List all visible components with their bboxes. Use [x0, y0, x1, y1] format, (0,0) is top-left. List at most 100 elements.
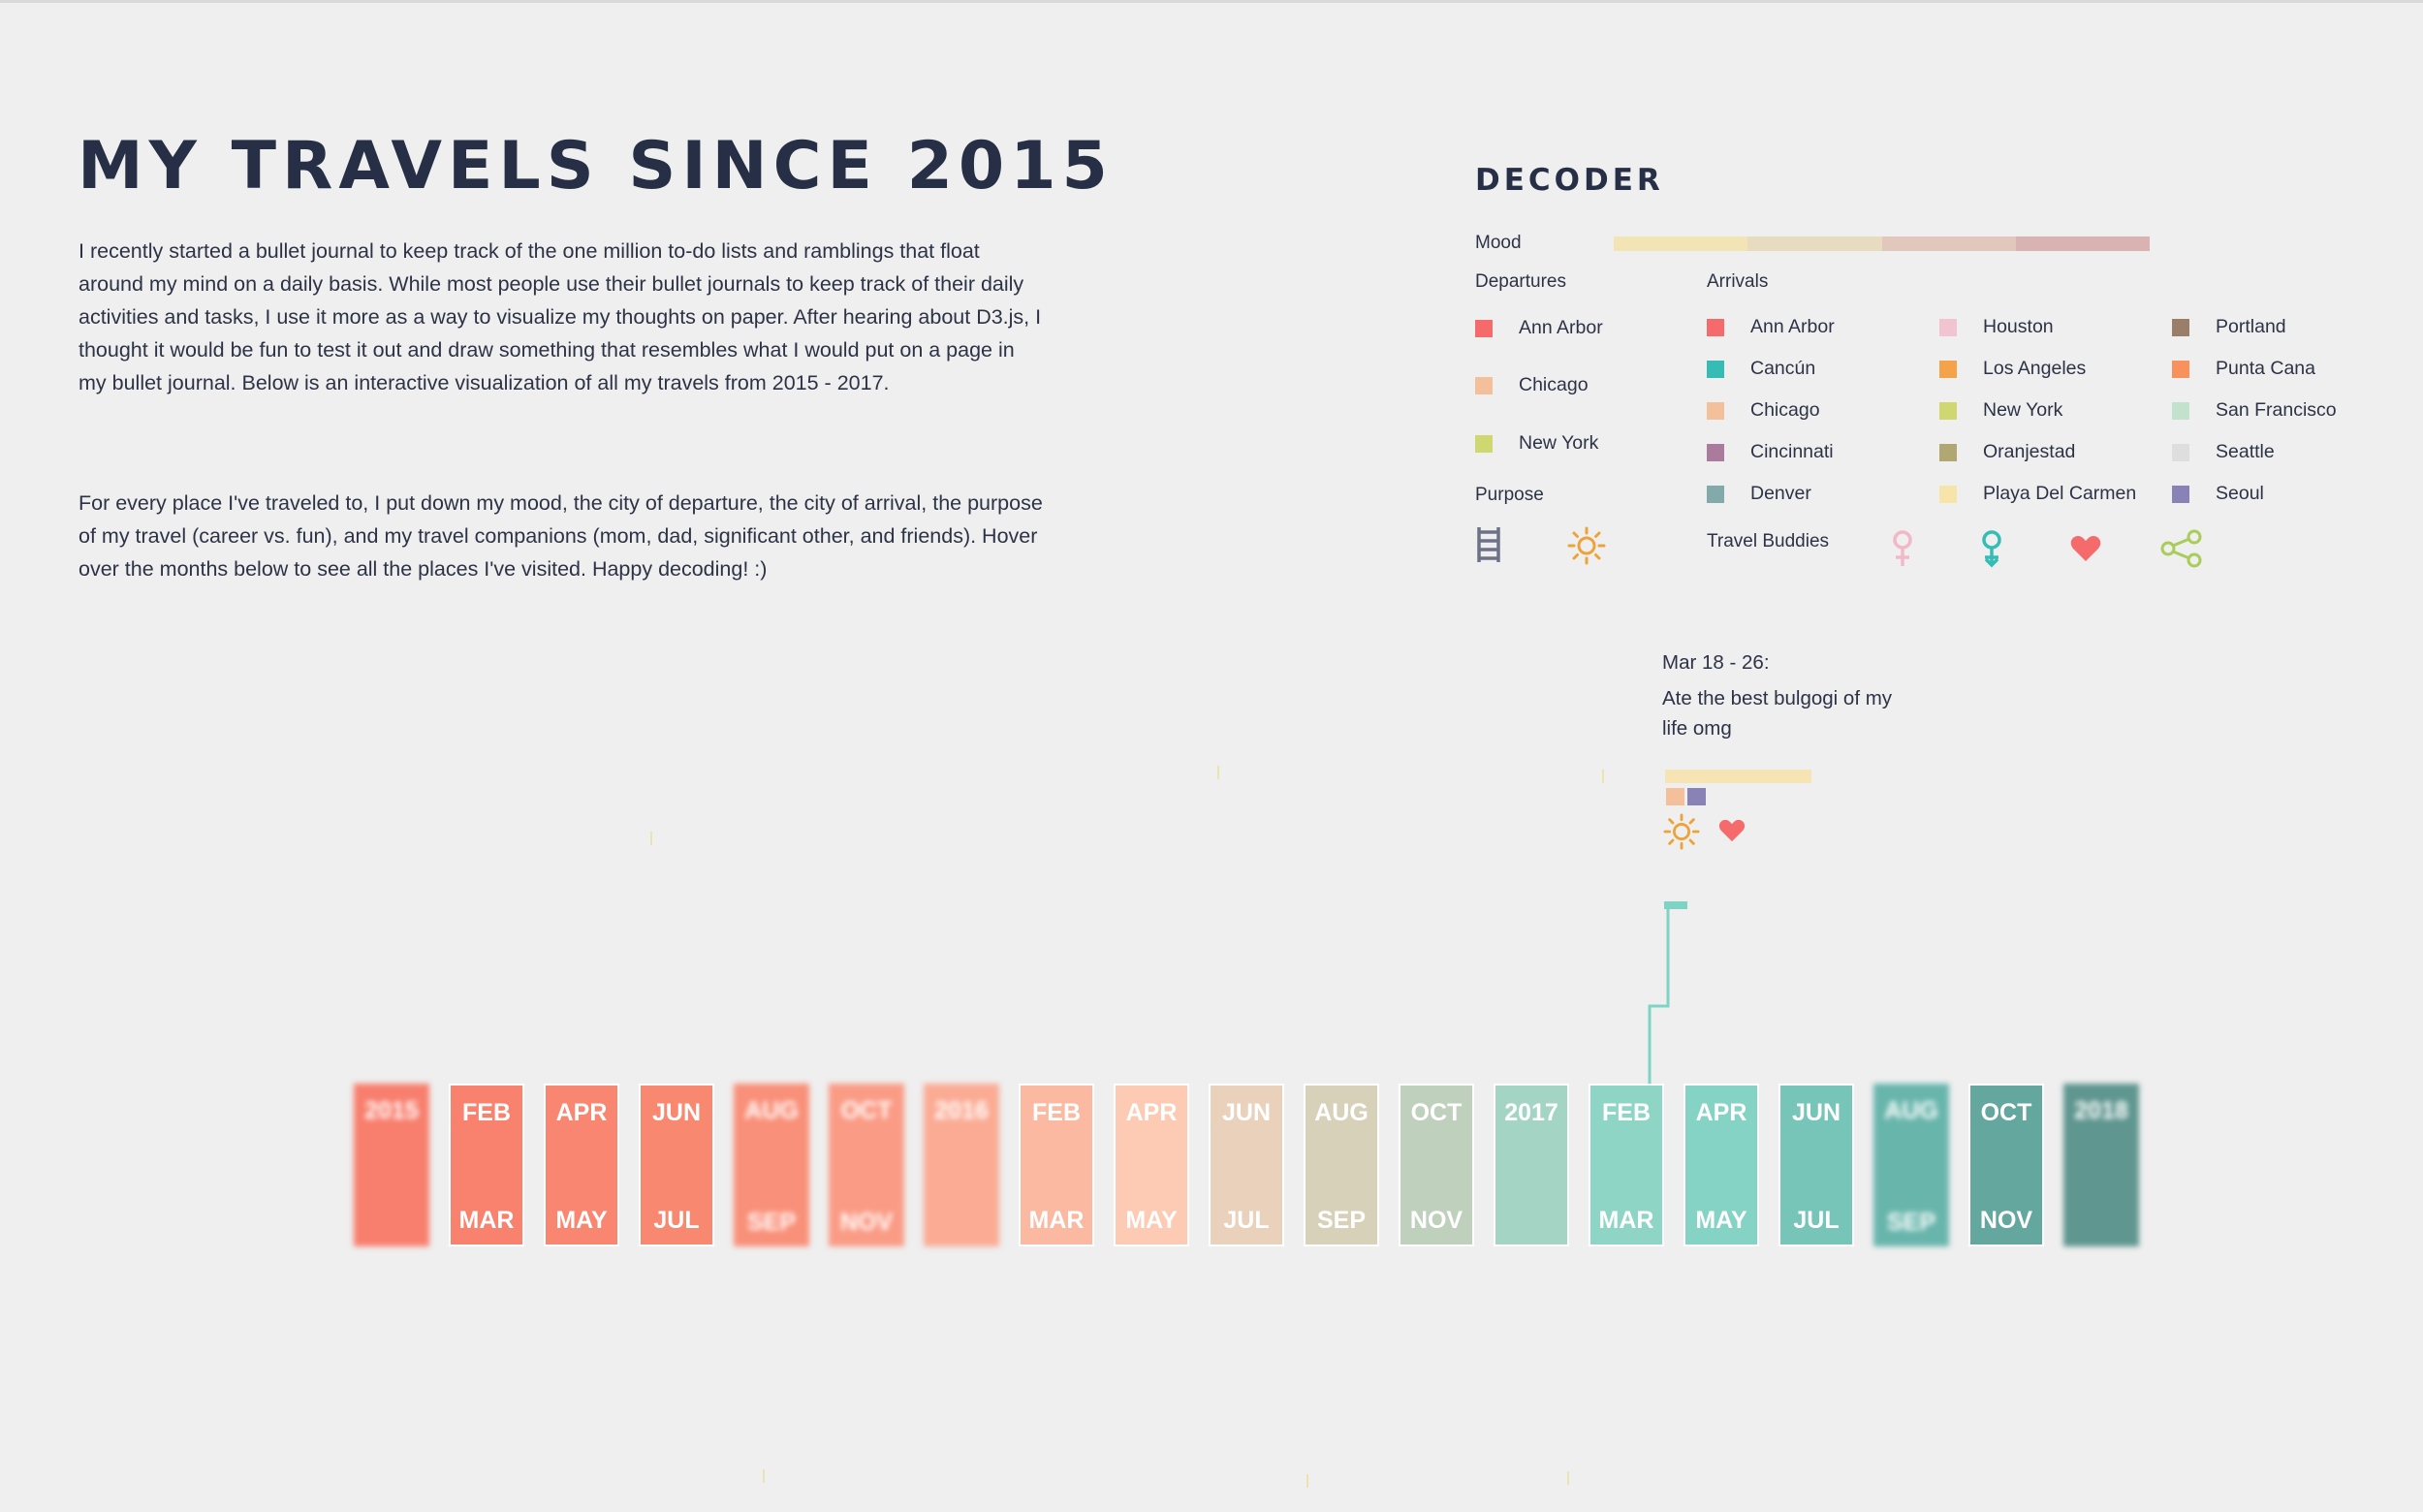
arrival-key: Seoul	[2172, 483, 2264, 505]
arrival-swatch	[1707, 401, 1724, 420]
arrival-key: Seattle	[2172, 441, 2275, 463]
month-tile[interactable]: JUN JUL	[1778, 1084, 1854, 1246]
purpose-label: Purpose	[1475, 485, 1544, 505]
arrival-swatch	[1939, 485, 1957, 503]
mood-swatch	[1614, 236, 1748, 251]
tooltip-arrival-swatch	[1687, 788, 1706, 805]
mood-swatch	[2015, 236, 2150, 251]
month-tile-top-label: FEB	[1032, 1099, 1081, 1126]
month-tile-bottom-label: JUL	[1793, 1207, 1840, 1234]
tooltip-note: Ate the best bulgogi of my life omg	[1662, 687, 1893, 740]
month-tile-top-label: AUG	[744, 1097, 799, 1124]
page-title: MY TRAVELS SINCE 2015	[78, 128, 1114, 205]
month-tile[interactable]: 2015	[354, 1084, 429, 1246]
mood-label: Mood	[1475, 233, 1522, 253]
arrival-key: Punta Cana	[2172, 358, 2315, 380]
timeline-tick	[1567, 1471, 1569, 1485]
departure-label: Chicago	[1519, 374, 1589, 395]
arrival-swatch	[2172, 360, 2189, 378]
month-tile[interactable]: OCT NOV	[1968, 1084, 2044, 1246]
arrival-swatch	[1939, 360, 1957, 378]
intro-paragraph-1: I recently started a bullet journal to k…	[79, 239, 1042, 394]
month-tile[interactable]: FEB MAR	[1589, 1084, 1664, 1246]
arrival-swatch	[1707, 318, 1724, 336]
month-tile-bottom-label: MAY	[555, 1207, 608, 1234]
month-tile-bottom-label: MAR	[1028, 1207, 1085, 1234]
arrival-label: San Francisco	[2216, 399, 2337, 421]
arrival-key: Cincinnati	[1707, 441, 1834, 463]
month-tile-bottom-label: SEP	[1886, 1209, 1936, 1236]
month-tile-top-label: JUN	[651, 1099, 701, 1126]
mood-swatch	[1881, 236, 2016, 251]
arrival-key: Playa Del Carmen	[1939, 483, 2136, 505]
arrival-swatch	[1707, 485, 1724, 503]
month-tile-top-label: AUG	[1884, 1097, 1938, 1124]
month-tile[interactable]: AUG SEP	[1873, 1084, 1949, 1246]
month-tile[interactable]: APR MAY	[544, 1084, 619, 1246]
month-tile[interactable]: 2016	[924, 1084, 999, 1246]
arrival-key: Cancún	[1707, 358, 1815, 380]
month-tile-top-label: 2016	[934, 1097, 989, 1124]
month-tile-bottom-label: NOV	[839, 1209, 894, 1236]
arrival-swatch	[1939, 401, 1957, 420]
month-tile-bottom-label: MAR	[458, 1207, 515, 1234]
month-tile[interactable]: JUN JUL	[1209, 1084, 1284, 1246]
intro-paragraph-2: For every place I've traveled to, I put …	[79, 491, 1043, 581]
departure-swatch	[1475, 319, 1493, 337]
month-tile-top-label: OCT	[1980, 1099, 2032, 1126]
month-tile-top-label: AUG	[1314, 1099, 1369, 1126]
tooltip-date: Mar 18 - 26:	[1662, 651, 1770, 674]
month-tile[interactable]: APR MAY	[1114, 1084, 1189, 1246]
arrival-swatch	[2172, 318, 2189, 336]
arrival-key: Denver	[1707, 483, 1811, 505]
arrival-key: Los Angeles	[1939, 358, 2086, 380]
arrival-label: Seoul	[2216, 483, 2264, 504]
arrival-label: Playa Del Carmen	[1983, 483, 2137, 504]
arrival-swatch	[1707, 443, 1724, 461]
month-tile-bottom-label: MAY	[1695, 1207, 1747, 1234]
month-tile-bottom-label: MAR	[1598, 1207, 1654, 1234]
departure-swatch	[1475, 376, 1493, 394]
month-tile-bottom-label: SEP	[1316, 1207, 1367, 1234]
travel-buddies-label: Travel Buddies	[1707, 531, 1830, 551]
month-tile-top-label: 2018	[2074, 1097, 2128, 1124]
arrival-label: Denver	[1750, 483, 1811, 504]
tooltip-mood-bar	[1665, 770, 1811, 783]
arrival-swatch	[2172, 485, 2189, 503]
arrival-key: Houston	[1939, 316, 2054, 338]
arrival-swatch	[1939, 443, 1957, 461]
arrival-key: San Francisco	[2172, 399, 2337, 422]
tooltip-connector	[1648, 901, 1687, 1087]
month-tile-bottom-label: JUL	[653, 1207, 700, 1234]
arrival-label: New York	[1983, 399, 2063, 421]
arrival-label: Los Angeles	[1983, 358, 2087, 379]
month-tile-top-label: APR	[1695, 1099, 1747, 1126]
arrival-key: Portland	[2172, 316, 2286, 338]
month-tile[interactable]: OCT NOV	[1399, 1084, 1474, 1246]
arrival-label: Cancún	[1750, 358, 1816, 379]
month-tile[interactable]: OCT NOV	[829, 1084, 904, 1246]
month-tile[interactable]: 2018	[2063, 1084, 2139, 1246]
month-tile-top-label: OCT	[1410, 1099, 1463, 1126]
female-icon	[1893, 530, 1912, 566]
arrival-swatch	[2172, 401, 2189, 420]
timeline-tick	[650, 832, 652, 845]
month-tile-bottom-label: MAY	[1125, 1207, 1178, 1234]
month-tile[interactable]: FEB MAR	[449, 1084, 524, 1246]
month-tile-top-label: OCT	[840, 1097, 893, 1124]
month-tile[interactable]: FEB MAR	[1019, 1084, 1094, 1246]
arrival-label: Punta Cana	[2216, 358, 2315, 379]
month-tile[interactable]: APR MAY	[1684, 1084, 1759, 1246]
month-tile-top-label: 2017	[1504, 1099, 1558, 1126]
tooltip-heart-icon	[1718, 819, 1746, 842]
month-tile[interactable]: AUG SEP	[1304, 1084, 1379, 1246]
arrival-key: Oranjestad	[1939, 441, 2075, 463]
ladder-icon	[1477, 527, 1500, 562]
tooltip-sun-icon	[1663, 813, 1700, 850]
month-tile[interactable]: 2017	[1494, 1084, 1569, 1246]
month-tile[interactable]: AUG SEP	[734, 1084, 809, 1246]
sun-icon	[1567, 526, 1606, 565]
decoder-title: DECODER	[1475, 163, 1664, 198]
month-tile[interactable]: JUN JUL	[639, 1084, 714, 1246]
month-tile-top-label: APR	[555, 1099, 608, 1126]
